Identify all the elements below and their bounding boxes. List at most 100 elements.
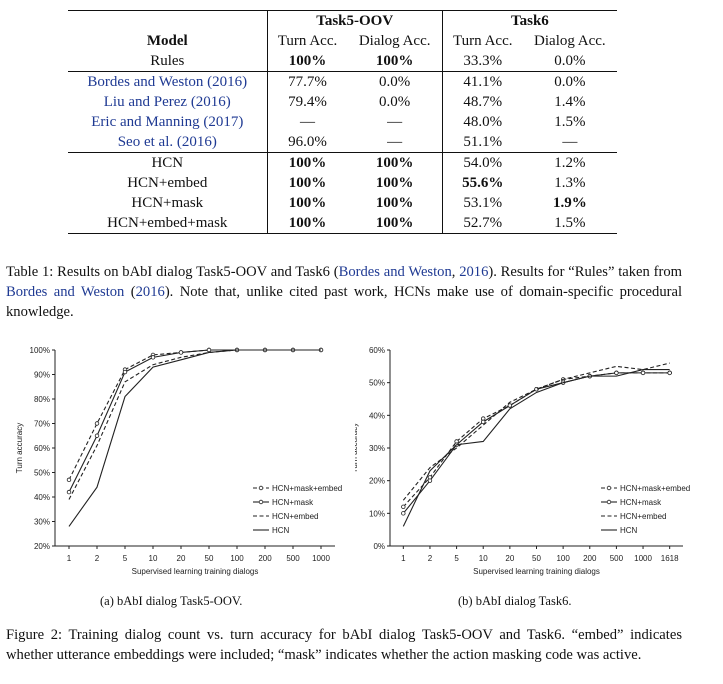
model-name-cell[interactable]: Bordes and Weston (2016) [68, 71, 268, 92]
table-group-header-row: Task5-OOV Task6 [68, 10, 617, 31]
table-cell: 53.1% [463, 195, 503, 211]
model-name-cell: Rules [68, 51, 268, 72]
series-point [507, 403, 513, 408]
legend-marker [606, 485, 612, 491]
x-tick-label: 200 [258, 554, 272, 563]
table-cell: 52.7% [442, 213, 523, 234]
table-cell: 33.3% [463, 53, 503, 69]
y-tick-label: 30% [369, 444, 385, 453]
table-cell: — [347, 112, 443, 132]
x-tick-label: 20 [177, 554, 186, 563]
legend-marker [258, 499, 264, 505]
table-cell: 48.7% [463, 94, 503, 110]
series-point [178, 350, 184, 355]
x-tick-label: 50 [532, 554, 541, 563]
y-tick-label: 20% [369, 477, 385, 486]
y-axis-label: Turn accuracy [355, 423, 359, 473]
model-name-cell[interactable]: Liu and Perez (2016) [68, 92, 268, 112]
x-tick-label: 1 [67, 554, 72, 563]
series-point [481, 419, 486, 425]
citation-year-link[interactable]: 2016 [459, 264, 489, 280]
y-tick-label: 70% [34, 420, 50, 429]
col-header: Dialog Acc. [347, 31, 443, 51]
model-name-cell: HCN+mask [68, 193, 268, 213]
x-tick-label: 20 [505, 554, 514, 563]
x-tick-label: 2 [428, 554, 433, 563]
legend-label: HCN+mask+embed [272, 484, 342, 493]
y-tick-label: 80% [34, 395, 50, 404]
citation-year-link[interactable]: 2016 [135, 284, 165, 300]
chart-task6: 0% 10% 20% 30% 40% 50% 60% 1 2 5 10 20 50 100 200 500 10… [355, 346, 690, 576]
model-name-cell[interactable]: Seo et al. (2016) [68, 132, 268, 153]
model-name-cell: HCN+embed+mask [68, 213, 268, 234]
table-cell: 48.0% [463, 114, 503, 130]
x-tick-label: 10 [149, 554, 158, 563]
legend-label: HCN [272, 526, 290, 535]
series-point [614, 370, 619, 376]
legend-label: HCN+embed [620, 512, 666, 521]
subcaption-a: (a) bAbI dialog Task5-OOV. [100, 594, 243, 608]
x-tick-label: 200 [583, 554, 597, 563]
y-tick-label: 60% [369, 346, 385, 355]
table-cell: 1.2% [522, 152, 617, 173]
table-cell: 0.0% [522, 71, 617, 92]
series-line [402, 362, 670, 501]
legend-label: HCN+embed [272, 512, 318, 521]
subcaption-b: (b) bAbI dialog Task6. [458, 594, 572, 608]
series-line [68, 349, 321, 493]
x-tick-label: 2 [95, 554, 100, 563]
chart-task5-oov: 20% 30% 40% 50% 60% 70% 80% 90% 100% 1 2 5 10 20 50 100… [15, 346, 342, 576]
table-caption-label: Table 1: [6, 264, 54, 280]
table-body: Rules 100% 100% 33.3% 0.0% Bordes and Weston … [68, 51, 617, 234]
y-tick-label: 10% [369, 509, 385, 518]
y-tick-label: 90% [34, 371, 50, 380]
table-cell: 1.5% [522, 213, 617, 234]
table-cell: 100% [288, 195, 327, 211]
series-point [401, 504, 406, 509]
table-cell: 100% [267, 152, 348, 173]
citation-link[interactable]: Bordes and Weston [6, 284, 125, 300]
figure-caption-text: Training dialog count vs. turn accuracy … [6, 627, 682, 663]
model-name-cell[interactable]: Eric and Manning (2017) [68, 112, 268, 132]
results-table: Task5-OOV Task6 Model Turn Acc. Dialog A… [68, 10, 617, 234]
y-tick-label: 60% [34, 444, 50, 453]
x-axis-label: Supervised learning training dialogs [473, 567, 600, 576]
table-cell: 96.0% [288, 134, 327, 150]
y-tick-label: 40% [369, 411, 385, 420]
table-cell: 100% [267, 213, 348, 234]
legend-label: HCN+mask+embed [620, 484, 690, 493]
model-name-cell: HCN+embed [68, 173, 268, 193]
legend-marker [258, 485, 264, 491]
y-tick-label: 50% [34, 469, 50, 478]
y-tick-label: 0% [373, 542, 385, 551]
table-row: HCN+embed+mask 100% 100% 52.7% 1.5% [68, 213, 617, 234]
table-cell: 77.7% [267, 71, 348, 92]
task6-group-header: Task6 [442, 10, 617, 31]
series-line [402, 369, 670, 527]
table-cell: — [562, 134, 578, 150]
series-point [206, 347, 212, 353]
table-cell: 100% [347, 152, 443, 173]
series-point [66, 477, 72, 483]
table-cell: 54.0% [442, 152, 523, 173]
figure-caption: Figure 2: Training dialog count vs. turn… [6, 625, 682, 665]
series-point [640, 370, 646, 376]
y-tick-label: 40% [34, 493, 50, 502]
x-tick-label: 500 [610, 554, 624, 563]
table-row: HCN+embed 100% 100% 55.6% 1.3% [68, 173, 617, 193]
model-name-cell: HCN [68, 152, 268, 173]
citation-link[interactable]: Bordes and Weston [338, 264, 452, 280]
table-cell: 1.5% [554, 114, 586, 130]
table-caption: Table 1: Results on bAbI dialog Task5-OO… [6, 264, 683, 320]
series-point [66, 489, 72, 495]
table-cell: 100% [347, 193, 443, 213]
table-cell: 1.4% [554, 94, 586, 110]
x-tick-label: 100 [230, 554, 244, 563]
series-line [68, 349, 321, 527]
x-tick-label: 5 [454, 554, 459, 563]
y-tick-label: 30% [34, 518, 50, 527]
table-cell: — [347, 132, 443, 153]
x-tick-label: 1618 [661, 554, 679, 563]
table-row: HCN+mask 100% 100% 53.1% 1.9% [68, 193, 617, 213]
x-tick-label: 500 [286, 554, 300, 563]
